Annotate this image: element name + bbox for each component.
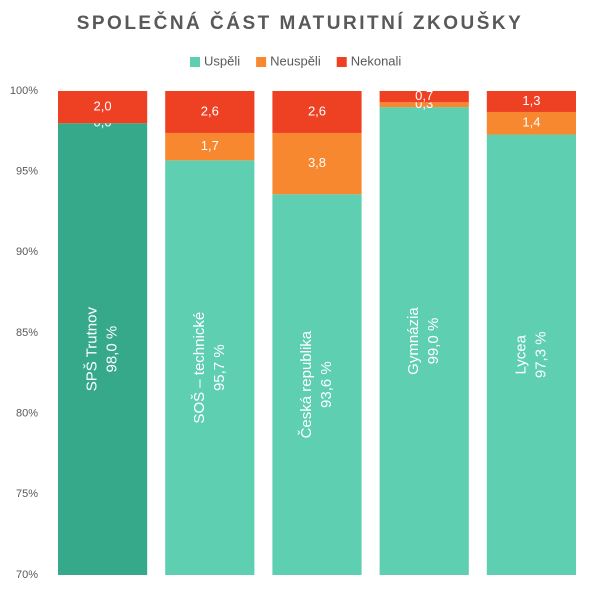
bar-segment <box>486 91 576 112</box>
category-label: Gymnázia <box>405 307 422 375</box>
bar-caption: SPŠ Trutnov 98,0 % <box>84 307 121 392</box>
bar-segment <box>165 160 255 575</box>
data-label: 2,0 <box>94 99 112 114</box>
y-tick-label: 100% <box>10 85 38 97</box>
legend-swatch <box>190 57 200 67</box>
legend-label: Nekonali <box>351 53 402 68</box>
y-tick-label: 75% <box>16 488 38 500</box>
legend-label: Neuspěli <box>270 53 321 68</box>
y-tick-label: 70% <box>16 569 38 581</box>
y-tick-label: 95% <box>16 166 38 178</box>
data-label: 97,3 % <box>532 331 549 378</box>
bar-caption: Lycea 97,3 % <box>512 331 549 378</box>
data-label: 2,6 <box>201 103 219 118</box>
legend-label: Uspěli <box>204 53 240 68</box>
legend-swatch <box>256 57 267 67</box>
bar-caption: Gymnázia 99,0 % <box>405 307 442 375</box>
category-label: SOŠ – technické <box>191 312 208 424</box>
y-tick-label: 80% <box>16 408 38 420</box>
y-tick-label: 90% <box>16 246 38 258</box>
bar-segment <box>379 91 469 103</box>
data-label: 2,6 <box>308 103 326 118</box>
bar-segment <box>165 91 255 133</box>
data-label: 98,0 % <box>104 326 121 373</box>
bar-segment <box>272 132 362 195</box>
data-label: 1,4 <box>522 115 540 130</box>
chart-title: SPOLEČNÁ ČÁST MATURITNÍ ZKOUŠKY <box>77 12 524 34</box>
bar-segment <box>272 91 362 133</box>
category-label: Česká republika <box>298 330 315 438</box>
bar-caption: SOŠ – technické 95,7 % <box>191 312 228 424</box>
category-label: Lycea <box>512 334 529 374</box>
category-label: SPŠ Trutnov <box>84 307 101 392</box>
bar-segment <box>58 123 148 576</box>
bar-segment <box>58 91 148 124</box>
data-label: 93,6 % <box>318 361 335 408</box>
bar-segment <box>486 134 576 575</box>
y-tick-label: 85% <box>16 327 38 339</box>
data-label: 99,0 % <box>425 318 442 365</box>
bar-segment <box>379 102 469 108</box>
bar-segment <box>272 194 362 575</box>
data-label: 1,3 <box>522 93 540 108</box>
data-label: 95,7 % <box>211 344 228 391</box>
data-label: 0,7 <box>415 88 433 103</box>
data-label: 1,7 <box>201 138 219 153</box>
data-label: 3,8 <box>308 155 326 170</box>
bar-segment <box>486 111 576 135</box>
bar-segment <box>165 132 255 161</box>
bar-segment <box>379 107 469 575</box>
legend-swatch <box>336 57 347 67</box>
bar-caption: Česká republika 93,6 % <box>298 330 335 438</box>
